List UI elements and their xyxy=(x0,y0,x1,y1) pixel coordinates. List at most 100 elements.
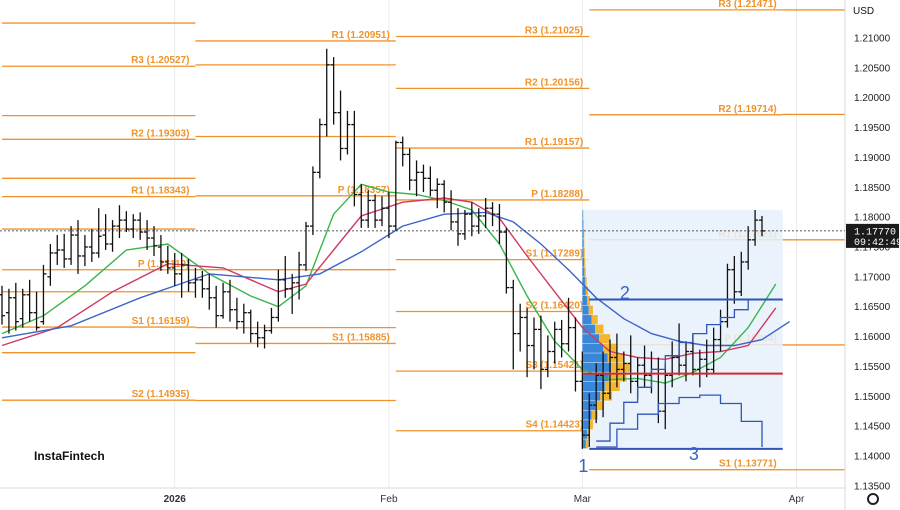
ohlc-bar xyxy=(268,307,275,334)
pivot-label: R3 (1.21025) xyxy=(525,26,583,37)
volume-bar-blue xyxy=(582,286,586,296)
price-tick-label: 1.21000 xyxy=(854,34,891,45)
ohlc-bar xyxy=(544,335,551,378)
pivot-label: P (1.18357) xyxy=(338,185,390,196)
ohlc-bar xyxy=(227,279,233,322)
ohlc-bar xyxy=(379,196,385,227)
ohlc-bar xyxy=(703,339,710,378)
volume-bar-orange xyxy=(583,238,585,248)
ohlc-bar xyxy=(19,288,26,328)
ohlc-bar xyxy=(213,285,220,328)
ohlc-bar xyxy=(5,288,12,334)
price-axis-panel xyxy=(845,0,900,510)
pivot-label: R1 (1.18343) xyxy=(131,186,189,197)
time-axis: 2026 Feb Mar Apr xyxy=(0,487,845,505)
vwap-lower-step xyxy=(596,394,763,448)
ohlc-bar xyxy=(537,315,544,390)
ohlc-bar xyxy=(496,204,503,245)
ohlc-bar xyxy=(296,251,303,300)
ohlc-bar xyxy=(641,345,648,388)
price-tick-label: 1.16000 xyxy=(854,332,891,343)
watermark: InstaFintech xyxy=(34,449,105,463)
month-label: 2026 xyxy=(164,494,187,505)
ohlc-bar xyxy=(365,190,372,228)
ohlc-bar xyxy=(620,351,627,382)
ohlc-bar xyxy=(738,251,745,296)
month-label: Mar xyxy=(574,494,592,505)
volume-bar-blue xyxy=(582,229,584,239)
volume-bar-orange xyxy=(584,267,586,277)
ohlc-bar xyxy=(102,214,109,250)
volume-bar-orange xyxy=(583,248,585,258)
ohlc-bar xyxy=(344,110,351,155)
ohlc-bar xyxy=(600,351,607,418)
ohlc-bar xyxy=(289,273,296,314)
ohlc-bar xyxy=(558,319,565,358)
ohlc-bar xyxy=(468,202,475,237)
ohlc-bar xyxy=(441,180,448,213)
pivot-label: P (1.17119) xyxy=(138,259,190,270)
volume-bar-blue xyxy=(582,334,600,344)
volume-bar-orange xyxy=(611,362,631,372)
ohlc-bar xyxy=(420,164,427,193)
ohlc-bar xyxy=(351,110,358,207)
pivot-levels: R3 (1.20527) R2 (1.19303) R1 (1.18343) P (1… xyxy=(2,0,845,471)
pivot-label: S2 (1.16420) xyxy=(525,300,583,311)
pivot-label: S1 (1.15885) xyxy=(332,332,390,343)
ohlc-bar xyxy=(185,258,192,292)
pivot-label: S3 (1.15421) xyxy=(525,360,583,371)
pivot-label: R2 (1.19714) xyxy=(718,104,776,115)
ohlc-bar xyxy=(81,235,88,267)
ohlc-bar xyxy=(316,118,323,179)
ohlc-bar xyxy=(282,255,289,298)
volume-bar-blue xyxy=(582,324,596,334)
ohlc-bar xyxy=(696,349,703,388)
countdown-timer: 09:42:49 xyxy=(854,238,900,249)
ohlc-bar xyxy=(247,309,254,343)
ohlc-bar xyxy=(137,212,144,240)
volume-bar-blue xyxy=(582,276,585,286)
ohlc-bar xyxy=(199,270,206,298)
pivot-label: S2 (1.14935) xyxy=(132,389,190,400)
price-tick-label: 1.17000 xyxy=(854,272,891,283)
volume-bar-blue xyxy=(582,295,587,306)
volume-bar-blue xyxy=(582,429,587,439)
ohlc-bar xyxy=(406,148,413,191)
ohlc-bar xyxy=(455,208,461,246)
volume-bar-orange xyxy=(588,420,593,430)
ohlc-bar xyxy=(551,321,558,364)
volume-bar-orange xyxy=(608,372,627,382)
volume-bar-blue xyxy=(582,315,592,325)
currency-label[interactable]: USD xyxy=(853,6,875,17)
settings-gear-icon[interactable] xyxy=(867,493,879,505)
ohlc-bar xyxy=(54,235,61,265)
ohlc-bar xyxy=(607,339,613,400)
volume-bar-orange xyxy=(600,391,613,401)
volume-bar-blue xyxy=(582,238,584,248)
ohlc-bar xyxy=(123,211,130,233)
volume-bar-blue xyxy=(582,305,589,315)
volume-bar-blue xyxy=(582,381,605,392)
ohlc-bar xyxy=(240,303,247,334)
volume-bar-orange xyxy=(604,381,620,392)
ohlc-bar xyxy=(413,160,420,197)
ohlc-bar xyxy=(61,233,68,268)
ohlc-bar xyxy=(254,321,261,348)
pivot-label: R2 (1.19303) xyxy=(131,128,189,139)
ohlc-bar xyxy=(130,214,137,239)
volume-bar-blue xyxy=(582,391,601,401)
wave-label: 2 xyxy=(620,283,630,303)
ohlc-bar xyxy=(358,184,365,228)
volume-bar-blue xyxy=(582,248,584,258)
ohlc-bar xyxy=(572,317,579,392)
volume-bar-orange xyxy=(583,219,584,229)
price-tick-label: 1.19500 xyxy=(854,123,891,134)
volume-bar-orange xyxy=(595,401,604,411)
ohlc-bar xyxy=(144,220,151,250)
ohlc-bar xyxy=(68,226,75,265)
pivot-label: R3 (1.20527) xyxy=(131,55,189,66)
volume-bar-orange xyxy=(584,276,587,286)
pivot-label: R2 (1.20156) xyxy=(525,77,583,88)
volume-bar-blue xyxy=(582,267,585,277)
